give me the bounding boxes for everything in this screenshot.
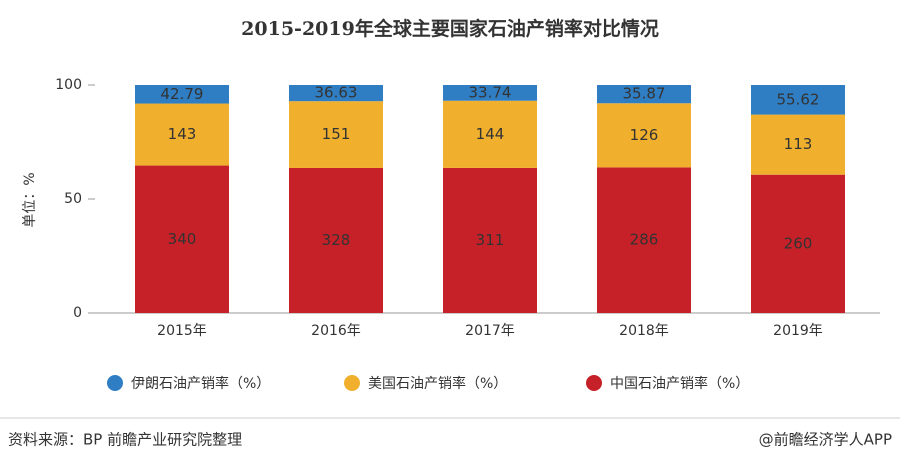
credit: @前瞻经济学人APP	[759, 431, 892, 449]
bar-segment	[597, 167, 691, 313]
y-tick-label: 0	[73, 305, 82, 321]
data-label: 286	[630, 231, 659, 249]
legend-label: 伊朗石油产销率（%）	[131, 375, 270, 392]
data-label: 260	[784, 234, 813, 252]
bar-segment	[443, 100, 537, 168]
x-tick-label: 2018年	[619, 323, 669, 339]
x-tick-label: 2019年	[773, 323, 823, 339]
legend-label: 美国石油产销率（%）	[368, 375, 507, 392]
x-tick-label: 2015年	[157, 323, 207, 339]
bar-segment	[751, 85, 845, 115]
data-label: 311	[476, 231, 505, 249]
bar-segment	[597, 85, 691, 104]
y-tick-label: 100	[55, 77, 82, 93]
data-label: 36.63	[315, 84, 358, 102]
legend-swatch	[344, 375, 360, 391]
data-label: 126	[630, 126, 659, 144]
legend-label: 中国石油产销率（%）	[610, 375, 749, 392]
bar-segment	[289, 101, 383, 168]
legend-swatch	[586, 375, 602, 391]
data-label: 113	[784, 135, 813, 153]
legend-swatch	[107, 375, 123, 391]
bar-segment	[289, 85, 383, 102]
y-axis-label: 单位：%	[22, 172, 38, 227]
x-tick-label: 2017年	[465, 323, 515, 339]
bar-segment	[135, 165, 229, 313]
bar-segment	[289, 167, 383, 313]
bar-segment	[443, 167, 537, 313]
data-label: 340	[168, 230, 197, 248]
bar-segment	[751, 114, 845, 175]
chart-title: 2015-2019年全球主要国家石油产销率对比情况	[241, 17, 659, 40]
bar-segment	[135, 85, 229, 104]
data-label: 55.62	[777, 90, 820, 108]
data-label: 143	[168, 125, 197, 143]
bar-segment	[443, 85, 537, 101]
data-label: 151	[322, 125, 351, 143]
data-label: 42.79	[161, 85, 204, 103]
data-label: 35.87	[623, 85, 666, 103]
data-label: 33.74	[469, 83, 512, 101]
bar-segment	[597, 103, 691, 168]
data-label: 144	[476, 125, 505, 143]
x-tick-label: 2016年	[311, 323, 361, 339]
y-tick-label: 50	[64, 191, 82, 207]
bar-segment	[135, 103, 229, 166]
bar-segment	[751, 174, 845, 313]
source-note: 资料来源：BP 前瞻产业研究院整理	[8, 431, 242, 449]
data-label: 328	[322, 231, 351, 249]
